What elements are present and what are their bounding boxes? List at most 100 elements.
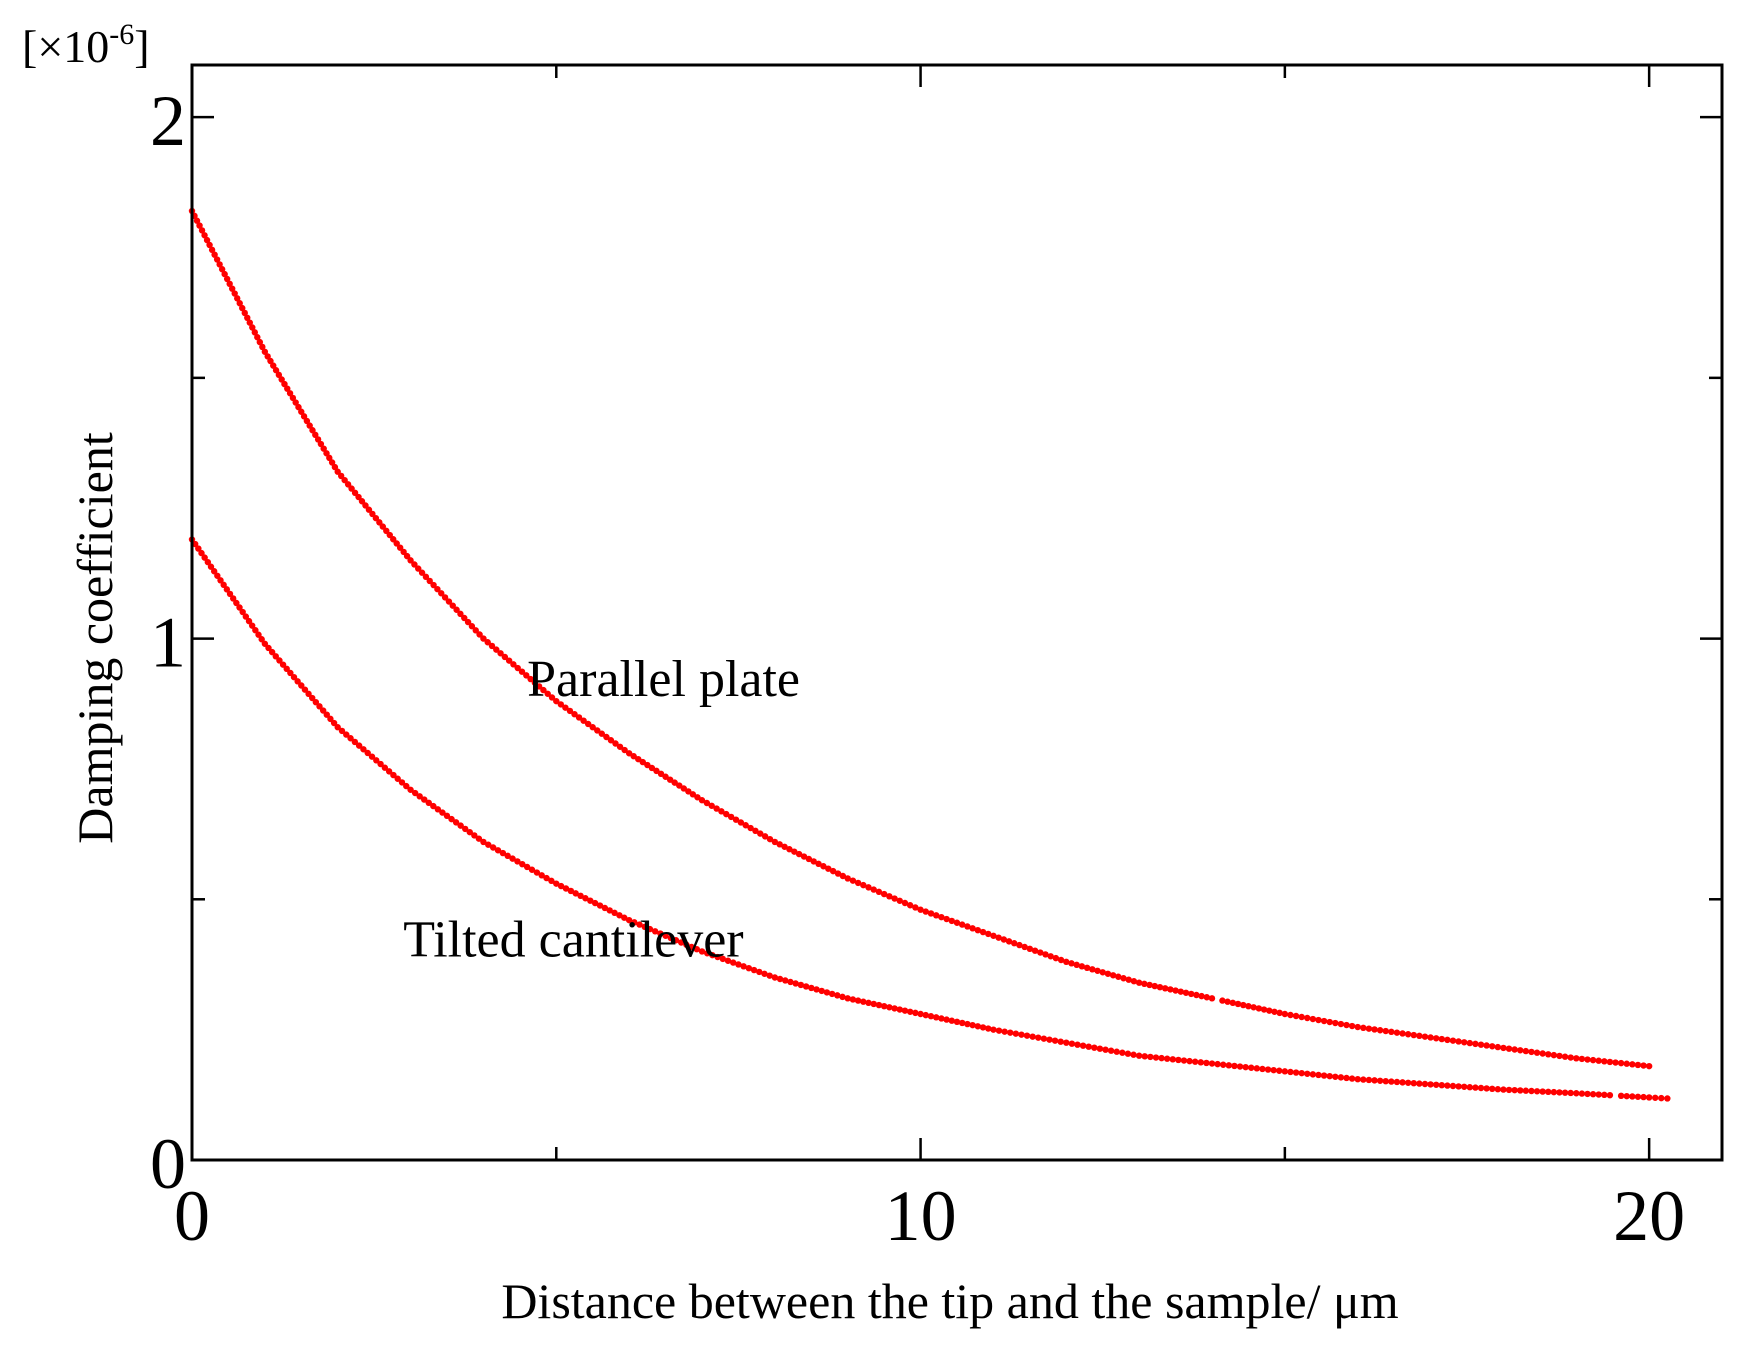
data-point [1606,1058,1614,1066]
data-point [709,951,716,959]
data-point [1477,1041,1485,1048]
data-point [207,563,215,570]
data-point [896,897,903,904]
data-point [1561,1053,1569,1060]
data-point [1259,1065,1266,1073]
data-point [912,1009,919,1017]
data-point [943,1016,950,1023]
data-point [927,1013,935,1020]
data-point [969,1021,976,1029]
data-point [1203,1059,1210,1067]
data-point [334,724,341,731]
data-point [1460,1083,1468,1090]
data-point [523,863,531,871]
data-point [948,1017,955,1024]
data-point [948,917,955,925]
data-point [1169,1056,1176,1063]
data-point [607,737,615,744]
data-point [985,1025,992,1032]
data-point [306,422,313,429]
data-point [596,902,604,909]
data-point [953,919,961,926]
data-point [1255,1005,1263,1012]
data-point [241,309,248,317]
data-point [1494,1086,1502,1093]
data-point [566,707,574,715]
data-point [1348,1075,1356,1082]
data-point [776,975,784,983]
data-point [834,870,842,877]
data-point [834,992,841,999]
y-axis-label: Damping coefficient [67,432,123,844]
data-point [208,246,216,254]
data-point [621,746,628,754]
data-point [497,650,504,657]
data-point [1376,1077,1384,1084]
data-point [305,690,312,698]
data-point [1102,1046,1109,1053]
data-point [430,581,437,589]
data-point [797,981,805,989]
data-point [562,885,570,892]
data-point [1522,1087,1530,1094]
data-point [1163,1055,1171,1062]
data-point [582,895,589,902]
data-point [985,930,992,938]
data-point [411,789,419,797]
data-point [418,569,426,576]
data-point [1250,1004,1257,1011]
x-tick-label: 10 [885,1176,957,1256]
data-point [854,997,862,1004]
data-point [368,753,376,760]
data-point [1556,1052,1563,1060]
data-point [457,822,464,829]
data-point [445,598,453,605]
data-point [1079,1042,1087,1049]
data-point [1343,1074,1350,1082]
data-point [276,657,283,664]
data-point [386,531,393,539]
data-point [475,835,483,842]
data-point [1147,1053,1154,1061]
data-point [1416,1080,1423,1087]
data-point [1573,1055,1580,1062]
data-point [1567,1054,1574,1061]
data-point [880,1002,888,1010]
data-point [439,809,446,816]
data-point [196,222,203,229]
data-point [1113,1048,1120,1055]
data-point [1146,981,1153,989]
data-point [974,926,982,934]
data-point [1005,938,1013,945]
data-point [1000,936,1008,943]
data-point [1438,1035,1445,1043]
data-point [1107,1047,1115,1054]
data-point [1089,966,1096,973]
data-point [927,910,935,917]
data-point [657,930,664,937]
data-point [426,577,433,585]
data-point [1224,998,1231,1005]
data-point [449,602,456,609]
data-point [355,493,362,501]
data-point [1444,1082,1451,1089]
data-point [1135,1052,1143,1059]
data-point [234,295,241,302]
data-point [301,686,309,693]
data-point [651,928,659,935]
data-point [206,241,213,249]
data-point [1500,1086,1507,1093]
data-point [683,941,690,948]
data-point [457,610,464,618]
data-point [228,285,236,292]
data-point [959,1019,966,1027]
data-point [1517,1047,1524,1054]
data-point [781,843,788,850]
data-point [198,227,206,234]
data-point [1427,1034,1434,1041]
data-point [226,590,234,598]
data-point [708,802,715,809]
data-point [461,614,468,622]
data-point [752,827,759,835]
data-point [1031,947,1039,954]
